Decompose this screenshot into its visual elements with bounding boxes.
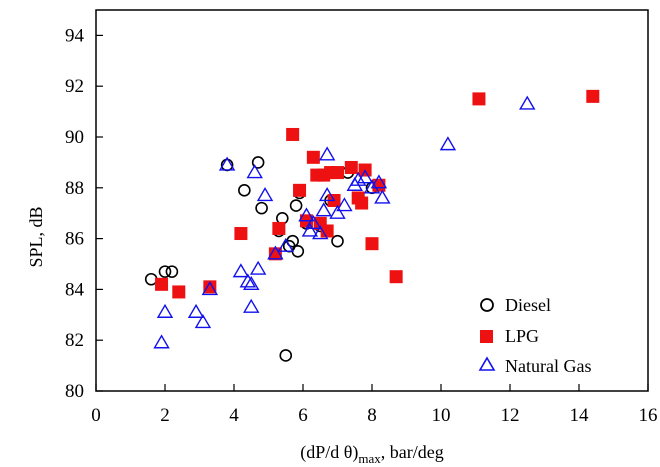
data-point-natural-gas bbox=[329, 204, 346, 219]
data-point-natural-gas bbox=[156, 303, 174, 318]
data-point-diesel bbox=[289, 199, 303, 212]
data-point-lpg bbox=[306, 150, 320, 164]
data-point-lpg bbox=[389, 270, 403, 284]
data-point-lpg bbox=[272, 221, 286, 235]
x-tick-label: 2 bbox=[160, 405, 170, 426]
data-point-lpg bbox=[320, 224, 334, 238]
data-point-natural-gas bbox=[239, 273, 257, 288]
y-tick-label: 94 bbox=[65, 25, 85, 46]
y-tick-label: 82 bbox=[65, 330, 84, 351]
legend-label-lpg: LPG bbox=[505, 326, 539, 346]
data-point-natural-gas bbox=[153, 334, 170, 349]
y-tick-label: 92 bbox=[65, 76, 84, 97]
data-point-diesel bbox=[255, 201, 268, 215]
y-tick-label: 80 bbox=[65, 381, 84, 402]
y-tick-label: 90 bbox=[65, 127, 84, 148]
legend: Diesel LPG Natural Gas bbox=[440, 286, 640, 378]
data-point-natural-gas bbox=[249, 260, 267, 275]
legend-background bbox=[440, 286, 640, 378]
data-point-natural-gas bbox=[298, 207, 315, 222]
legend-label-diesel: Diesel bbox=[505, 295, 551, 315]
y-tick-label: 88 bbox=[65, 178, 84, 199]
data-point-lpg bbox=[172, 285, 186, 299]
data-point-diesel bbox=[165, 265, 179, 278]
x-tick-label: 12 bbox=[501, 405, 520, 426]
y-tick-label: 84 bbox=[65, 279, 85, 300]
x-tick-label: 14 bbox=[570, 405, 590, 426]
series-diesel bbox=[144, 156, 379, 362]
data-point-natural-gas bbox=[246, 164, 263, 179]
data-point-natural-gas bbox=[370, 174, 388, 189]
legend-item-diesel: Diesel bbox=[480, 295, 551, 315]
x-tick-label: 16 bbox=[639, 405, 658, 426]
x-tick-label: 4 bbox=[229, 405, 239, 426]
data-point-diesel bbox=[238, 184, 251, 197]
data-point-natural-gas bbox=[318, 146, 336, 161]
series-lpg bbox=[155, 89, 600, 299]
data-point-natural-gas bbox=[243, 275, 260, 291]
axes: 0 2 4 6 8 10 12 14 16 80 82 84 86 88 90 92 94 bbox=[65, 9, 658, 426]
data-point-diesel bbox=[158, 265, 172, 278]
x-axis-label-main: (dP/d θ) bbox=[300, 442, 358, 463]
x-tick-label: 0 bbox=[91, 405, 101, 426]
data-point-lpg bbox=[586, 89, 600, 103]
data-point-natural-gas bbox=[267, 245, 284, 260]
x-axis-label-subscript: max bbox=[358, 451, 381, 466]
data-point-lpg bbox=[331, 166, 344, 180]
data-point-natural-gas bbox=[194, 314, 212, 329]
data-point-lpg bbox=[344, 160, 358, 174]
data-point-natural-gas bbox=[187, 303, 205, 318]
data-point-natural-gas bbox=[256, 187, 274, 202]
legend-marker-diesel bbox=[480, 298, 494, 312]
data-point-lpg bbox=[365, 237, 379, 251]
x-tick-label: 8 bbox=[367, 405, 377, 426]
data-point-natural-gas bbox=[318, 187, 336, 202]
data-point-lpg bbox=[203, 280, 217, 294]
data-point-natural-gas bbox=[356, 169, 374, 184]
data-point-diesel bbox=[279, 349, 293, 362]
data-point-natural-gas bbox=[363, 179, 381, 194]
data-point-natural-gas bbox=[312, 225, 329, 240]
data-point-diesel bbox=[251, 156, 265, 169]
data-point-natural-gas bbox=[349, 171, 367, 186]
data-point-lpg bbox=[293, 183, 307, 197]
data-point-lpg bbox=[234, 227, 248, 241]
data-point-natural-gas bbox=[519, 95, 536, 110]
x-tick-label: 6 bbox=[298, 405, 308, 426]
legend-marker-natural-gas bbox=[478, 356, 496, 371]
data-point-natural-gas bbox=[315, 202, 332, 217]
data-point-lpg bbox=[155, 277, 169, 291]
data-point-lpg bbox=[286, 127, 300, 141]
data-point-diesel bbox=[331, 234, 344, 248]
data-point-natural-gas bbox=[336, 197, 353, 212]
legend-item-natural-gas: Natural Gas bbox=[478, 356, 591, 376]
data-point-natural-gas bbox=[218, 156, 236, 171]
data-point-diesel bbox=[291, 245, 305, 258]
legend-label-natural-gas: Natural Gas bbox=[505, 356, 591, 376]
series-natural-gas bbox=[153, 95, 536, 349]
data-point-natural-gas bbox=[305, 214, 322, 230]
y-tick-label: 86 bbox=[65, 229, 84, 250]
data-point-natural-gas bbox=[277, 237, 294, 252]
y-axis-label: SPL, dB bbox=[26, 206, 46, 267]
data-point-natural-gas bbox=[232, 263, 250, 278]
legend-marker-lpg bbox=[480, 330, 493, 343]
data-point-lpg bbox=[355, 196, 369, 210]
legend-item-lpg: LPG bbox=[480, 326, 539, 346]
x-tick-label: 10 bbox=[432, 405, 451, 426]
data-point-natural-gas bbox=[243, 298, 260, 313]
data-points bbox=[144, 89, 600, 362]
data-point-natural-gas bbox=[201, 281, 219, 296]
x-axis-label: (dP/d θ)max, bar/deg bbox=[300, 442, 444, 466]
x-axis-label-units: , bar/deg bbox=[381, 442, 444, 462]
data-point-natural-gas bbox=[301, 222, 319, 237]
data-point-natural-gas bbox=[439, 136, 457, 151]
data-point-lpg bbox=[472, 92, 486, 106]
data-point-natural-gas bbox=[374, 189, 391, 204]
